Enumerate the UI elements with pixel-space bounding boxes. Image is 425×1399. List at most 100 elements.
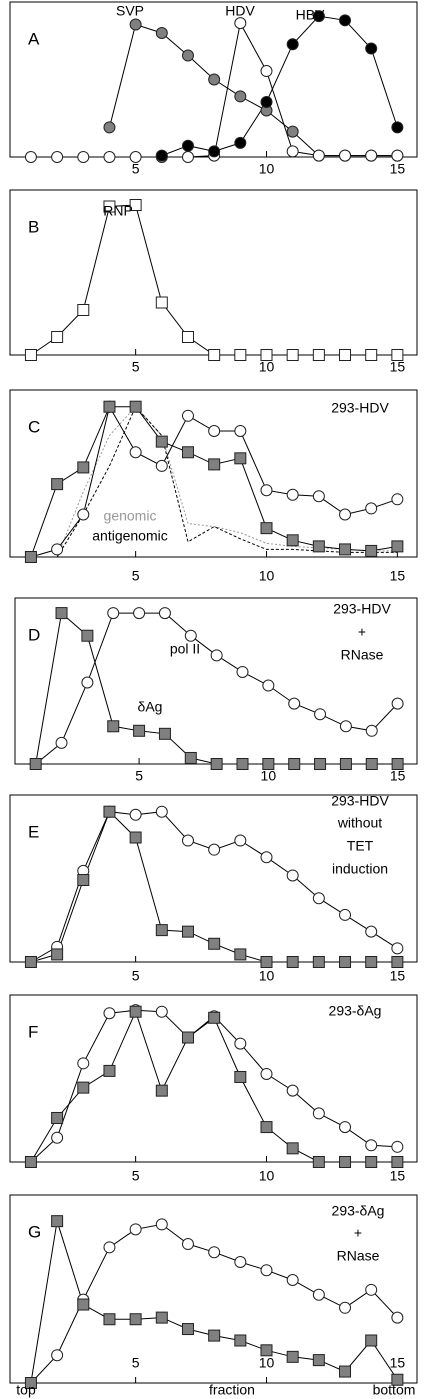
data-point (312, 956, 325, 968)
data-point (365, 42, 378, 55)
data-point (262, 679, 275, 692)
data-point (391, 956, 404, 968)
data-point (260, 1121, 273, 1134)
x-tick-label: 15 (390, 1355, 406, 1371)
data-point (339, 908, 352, 921)
data-point (181, 834, 194, 847)
x-tick-label: 15 (390, 1168, 406, 1184)
series-line (30, 204, 398, 356)
data-point (286, 125, 299, 138)
data-point (107, 607, 120, 620)
data-point (51, 1131, 64, 1144)
data-point (391, 349, 404, 361)
data-point (234, 1334, 247, 1347)
data-point (286, 1084, 299, 1097)
data-point (155, 924, 168, 937)
x-tick-label: 15 (390, 968, 406, 984)
data-point (129, 18, 142, 31)
data-point (208, 458, 221, 471)
data-point (210, 758, 223, 770)
data-point (129, 151, 142, 163)
data-point (260, 1344, 273, 1357)
data-point (391, 121, 404, 134)
data-point (260, 1264, 273, 1277)
data-point (181, 1031, 194, 1044)
series-label: antigenomic (92, 528, 168, 544)
data-point (51, 1215, 64, 1228)
data-point (260, 65, 273, 78)
data-point (365, 544, 378, 557)
data-point (339, 956, 352, 968)
data-point (77, 508, 90, 521)
annotation: without (337, 815, 382, 831)
data-point (155, 435, 168, 448)
data-point (155, 27, 168, 39)
data-point (208, 424, 221, 437)
data-point (365, 1283, 378, 1296)
data-point (155, 296, 168, 309)
series-line (109, 23, 398, 157)
data-point (260, 956, 273, 968)
data-point (77, 304, 90, 316)
data-point (339, 149, 352, 162)
data-point (288, 758, 301, 770)
annotation: 293-δAg (332, 1203, 385, 1219)
data-point (184, 629, 197, 642)
data-point (208, 1011, 221, 1024)
data-point (51, 1349, 64, 1362)
data-point (314, 708, 327, 721)
data-point (55, 736, 68, 749)
panel-frame (9, 389, 418, 558)
data-point (234, 1070, 247, 1083)
data-point (260, 522, 273, 535)
data-point (155, 805, 168, 818)
data-point (181, 1323, 194, 1336)
data-point (234, 452, 247, 465)
data-point (77, 1057, 90, 1070)
panel-frame (9, 994, 418, 1163)
panel-frame (9, 794, 418, 963)
x-tick-label: 5 (132, 161, 140, 177)
data-point (77, 1081, 90, 1094)
data-point (260, 96, 273, 109)
data-point (391, 1140, 404, 1153)
data-point (103, 805, 116, 818)
data-point (158, 607, 171, 620)
data-point (181, 409, 194, 422)
data-point (365, 758, 378, 770)
data-point (208, 843, 221, 856)
data-point (286, 38, 299, 51)
data-point (234, 17, 247, 30)
series-label: HBV (296, 7, 325, 23)
series-label: HDV (225, 3, 255, 19)
data-point (339, 1121, 352, 1134)
data-point (339, 720, 352, 733)
data-point (312, 349, 325, 361)
data-point (312, 1354, 325, 1367)
data-point (208, 73, 221, 86)
annotation: 293-δAg (329, 1003, 382, 1019)
data-point (51, 151, 64, 163)
data-point (29, 758, 42, 770)
data-point (236, 665, 249, 678)
data-point (181, 925, 194, 938)
data-point (312, 10, 325, 23)
panel-frame (14, 597, 418, 765)
data-point (181, 49, 194, 62)
annotation: induction (332, 861, 388, 877)
data-point (208, 937, 221, 950)
data-point (391, 1311, 404, 1324)
data-point (77, 874, 90, 887)
data-point (158, 727, 171, 740)
data-point (129, 400, 142, 413)
data-point (103, 1241, 116, 1254)
data-point (260, 484, 273, 497)
data-point (24, 1377, 37, 1389)
data-point (234, 1037, 247, 1050)
data-point (24, 349, 37, 361)
x-tick-label: 10 (259, 968, 275, 984)
data-point (24, 1156, 37, 1168)
data-point (129, 1005, 142, 1018)
data-point (312, 149, 325, 162)
data-point (234, 349, 247, 361)
